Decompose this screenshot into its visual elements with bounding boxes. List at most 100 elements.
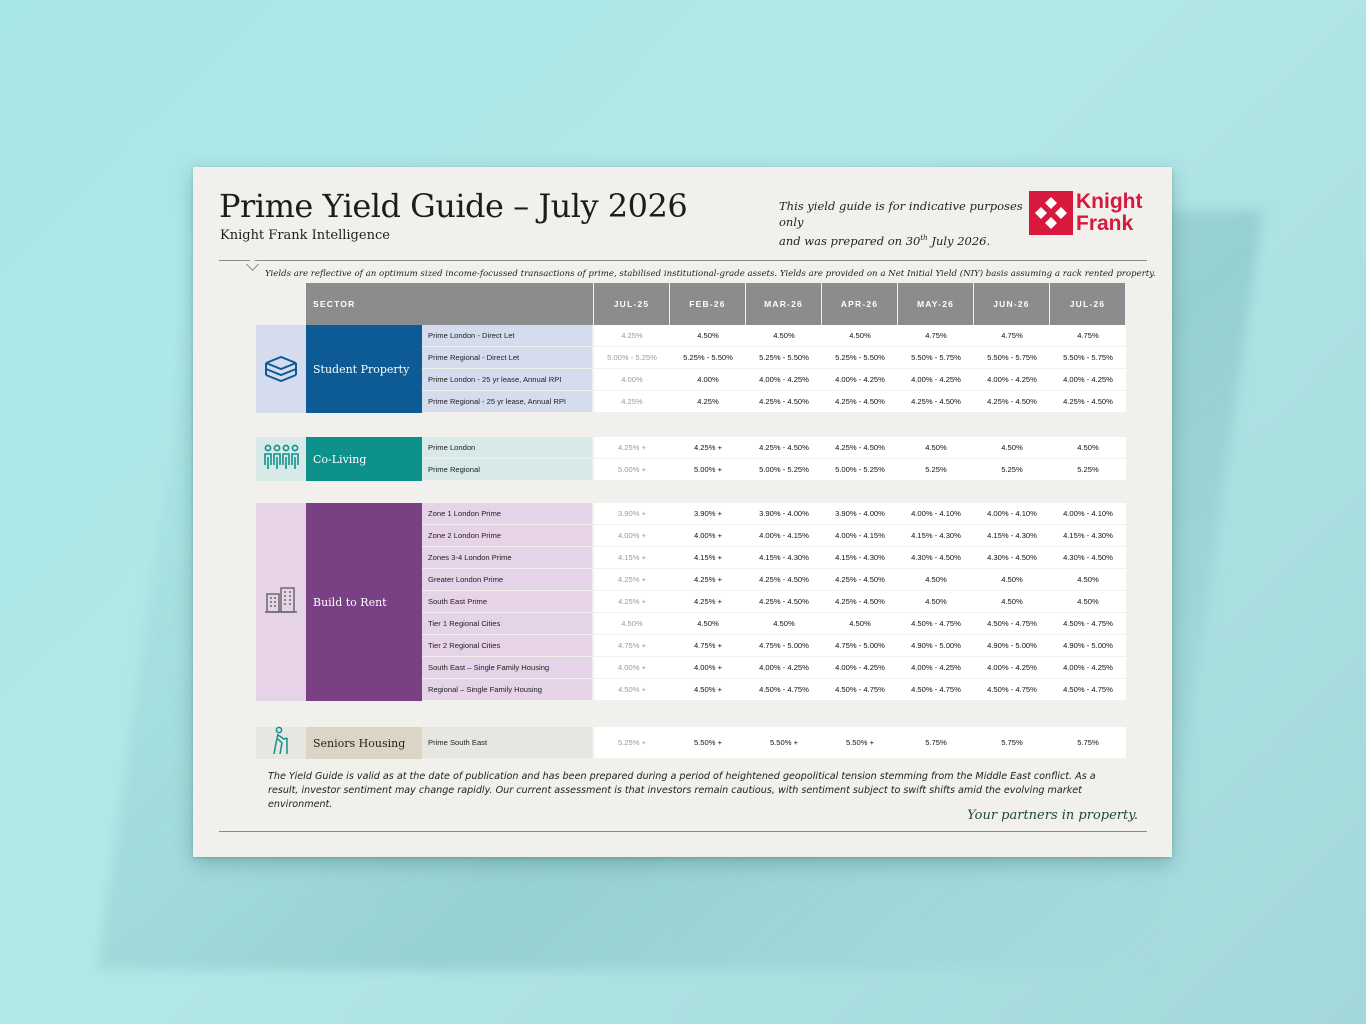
row-label: Prime London - 25 yr lease, Annual RPI xyxy=(422,369,592,390)
table-row: Prime Regional 5.00% +5.00% +5.00% - 5.25… xyxy=(422,459,1126,481)
books-icon xyxy=(263,351,299,388)
table-row: Tier 1 Regional Cities 4.50% 4.50% 4.50% 4.5… xyxy=(422,613,1126,635)
yield-cell: 4.25% + xyxy=(670,437,746,458)
row-label: Prime London - Direct Let xyxy=(422,325,592,346)
row-label: Zone 2 London Prime xyxy=(422,525,592,546)
yield-cell: 4.50% xyxy=(1050,591,1126,612)
yield-cell: 4.50% xyxy=(822,613,898,634)
yield-cell: 4.00% - 4.25% xyxy=(1050,369,1126,390)
yield-cell: 4.25% - 4.50% xyxy=(746,391,822,412)
yield-cell: 5.00% - 5.25% xyxy=(746,459,822,480)
header-sector: SECTOR xyxy=(306,283,593,325)
yield-cell: 4.50% + xyxy=(594,679,670,700)
yield-cell: 4.25% xyxy=(594,391,670,412)
row-label: South East – Single Family Housing xyxy=(422,657,592,678)
yield-cell: 4.00% - 4.25% xyxy=(898,657,974,678)
yield-cell: 4.00% - 4.25% xyxy=(746,369,822,390)
yield-cell: 4.50% xyxy=(746,325,822,346)
table-row: Regional – Single Family Housing 4.50% +4… xyxy=(422,679,1126,701)
row-label: Prime London xyxy=(422,437,592,458)
page-title: Prime Yield Guide – July 2026 xyxy=(219,187,688,225)
validity-footnote: The Yield Guide is valid as at the date … xyxy=(268,771,1096,810)
yield-cell: 5.75% xyxy=(898,727,974,758)
yield-cell: 4.25% - 4.50% xyxy=(746,591,822,612)
yield-cell: 4.50% - 4.75% xyxy=(898,613,974,634)
yield-cell: 5.00% + xyxy=(670,459,746,480)
logo-word-frank: Frank xyxy=(1076,212,1134,235)
indicative-note-line1: This yield guide is for indicative purpo… xyxy=(779,199,1023,229)
row-label: Zone 1 London Prime xyxy=(422,503,592,524)
yield-cell: 4.00% - 4.10% xyxy=(1050,503,1126,524)
sector-label-1: Co-Living xyxy=(306,437,422,481)
yield-cell: 4.75% xyxy=(1050,325,1126,346)
yield-cell: 4.50% - 4.75% xyxy=(1050,613,1126,634)
yield-cell: 3.90% - 4.00% xyxy=(822,503,898,524)
yield-cell: 4.30% - 4.50% xyxy=(974,547,1050,568)
yield-cell: 4.50% - 4.75% xyxy=(822,679,898,700)
yield-cell: 5.50% + xyxy=(746,727,822,758)
yield-guide-sheet: Prime Yield Guide – July 2026 Knight Fra… xyxy=(193,167,1172,857)
page-subtitle: Knight Frank Intelligence xyxy=(220,228,390,243)
header-jul-26: JUL-26 xyxy=(1050,283,1125,325)
sector-icon-cell xyxy=(256,325,306,413)
yield-cell: 4.15% - 4.30% xyxy=(822,547,898,568)
yield-cell: 4.15% - 4.30% xyxy=(898,525,974,546)
yield-cell: 4.90% - 5.00% xyxy=(898,635,974,656)
elderly-person-icon xyxy=(268,726,294,761)
yield-cell: 4.50% xyxy=(974,591,1050,612)
yield-cell: 5.25% - 5.50% xyxy=(822,347,898,368)
yield-cell: 4.15% + xyxy=(594,547,670,568)
yield-cell: 4.50% xyxy=(670,613,746,634)
yield-cell: 4.00% - 4.15% xyxy=(822,525,898,546)
yield-cell: 4.50% xyxy=(746,613,822,634)
yield-cell: 4.00% - 4.25% xyxy=(974,369,1050,390)
table-row: Greater London Prime 4.25% +4.25% +4.25% … xyxy=(422,569,1126,591)
header-apr-26: APR-26 xyxy=(822,283,897,325)
logo-word-knight: Knight xyxy=(1076,190,1143,213)
yield-cell: 4.00% - 4.25% xyxy=(822,369,898,390)
yield-cell: 4.50% xyxy=(1050,569,1126,590)
table-row: Prime Regional - 25 yr lease, Annual RPI… xyxy=(422,391,1126,413)
yield-cell: 4.50% - 4.75% xyxy=(746,679,822,700)
yield-cell: 4.50% xyxy=(822,325,898,346)
logo-mark-icon xyxy=(1029,191,1073,235)
row-label: Prime Regional - Direct Let xyxy=(422,347,592,368)
yield-cell: 4.50% xyxy=(898,569,974,590)
yield-cell: 4.25% - 4.50% xyxy=(898,391,974,412)
yield-cell: 5.00% - 5.25% xyxy=(822,459,898,480)
row-label: Prime Regional xyxy=(422,459,592,480)
table-row: South East Prime 4.25% +4.25% +4.25% - 4.… xyxy=(422,591,1126,613)
yield-disclaimer: Yields are reflective of an optimum size… xyxy=(265,269,1156,279)
table-row: Prime London - 25 yr lease, Annual RPI 4.… xyxy=(422,369,1126,391)
people-icon xyxy=(262,443,300,476)
yield-cell: 4.25% + xyxy=(670,591,746,612)
yield-cell: 4.25% + xyxy=(594,591,670,612)
yield-cell: 5.25% xyxy=(1050,459,1126,480)
table-row: Zone 1 London Prime 3.90% +3.90% +3.90% -… xyxy=(422,503,1126,525)
yield-cell: 4.75% - 5.00% xyxy=(746,635,822,656)
row-label: South East Prime xyxy=(422,591,592,612)
yield-cell: 4.00% - 4.25% xyxy=(1050,657,1126,678)
yield-cell: 4.25% - 4.50% xyxy=(974,391,1050,412)
table-row: Prime South East 5.25% +5.50% +5.50% +5.5… xyxy=(422,727,1126,758)
table-row: Prime London - Direct Let 4.25% 4.50% 4.50%… xyxy=(422,325,1126,347)
yield-cell: 4.00% - 4.25% xyxy=(898,369,974,390)
yield-cell: 5.00% - 5.25% xyxy=(594,347,670,368)
yield-cell: 4.50% xyxy=(594,613,670,634)
yield-cell: 4.00% - 4.25% xyxy=(746,657,822,678)
yield-cell: 4.25% - 4.50% xyxy=(822,437,898,458)
indicative-note: This yield guide is for indicative purpo… xyxy=(779,198,1029,249)
buildings-icon xyxy=(265,586,297,619)
yield-cell: 4.75% - 5.00% xyxy=(822,635,898,656)
yield-cell: 4.50% - 4.75% xyxy=(974,613,1050,634)
yield-cell: 4.30% - 4.50% xyxy=(1050,547,1126,568)
yield-cell: 4.25% xyxy=(594,325,670,346)
yield-cell: 5.25% - 5.50% xyxy=(670,347,746,368)
table-row: Prime London 4.25% +4.25% +4.25% - 4.50% 4… xyxy=(422,437,1126,459)
sector-icon-cell xyxy=(256,726,306,761)
yield-cell: 5.50% + xyxy=(822,727,898,758)
yield-cell: 3.90% - 4.00% xyxy=(746,503,822,524)
sector-label-3: Seniors Housing xyxy=(306,727,422,759)
yield-cell: 5.50% - 5.75% xyxy=(974,347,1050,368)
note-line2-post: July 2026. xyxy=(927,233,991,248)
